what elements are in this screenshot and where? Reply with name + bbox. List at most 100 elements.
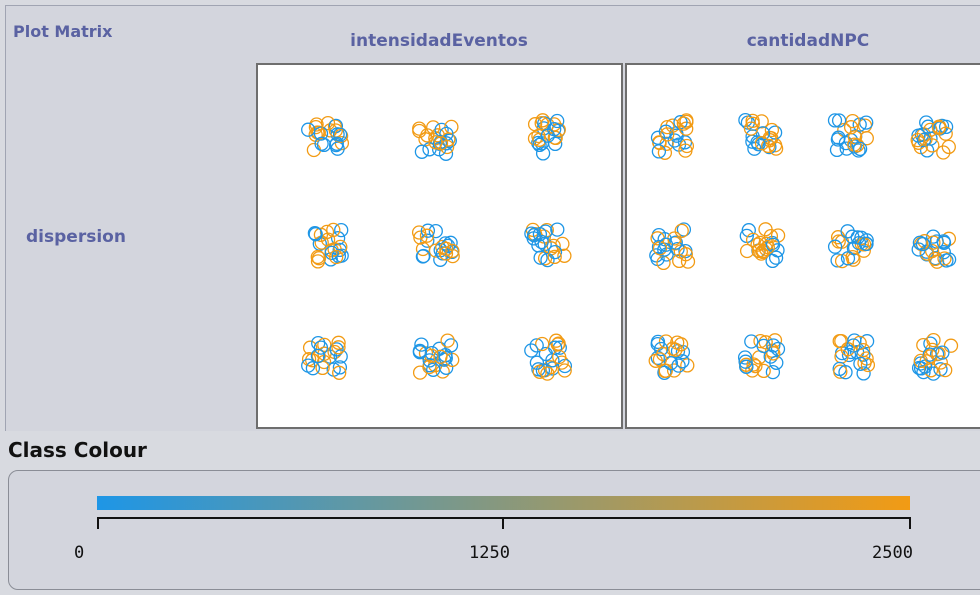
scatter-point: [301, 122, 316, 137]
scatter-point: [412, 365, 428, 380]
scatter-cell-cantidad-npc[interactable]: [625, 63, 980, 429]
scatter-point: [741, 223, 756, 238]
scatter-point: [431, 142, 447, 157]
scatter-point: [829, 142, 845, 158]
scatter-point: [767, 125, 783, 140]
scatter-point: [852, 335, 867, 351]
scatter-point: [770, 341, 786, 357]
scatter-point: [764, 122, 780, 138]
scatter-point: [679, 138, 695, 154]
scatter-point: [331, 335, 346, 350]
legend-tick-mid: [502, 517, 504, 529]
scatter-point: [841, 347, 857, 363]
scatter-point: [557, 248, 572, 263]
scatter-point: [911, 128, 926, 143]
scatter-point: [924, 243, 940, 259]
scatter-point: [439, 241, 454, 257]
scatter-point: [422, 353, 437, 368]
scatter-point: [329, 136, 344, 151]
scatter-point: [855, 342, 871, 358]
scatter-point: [524, 343, 539, 358]
scatter-point: [830, 132, 846, 147]
scatter-point: [320, 115, 336, 131]
scatter-point: [675, 354, 690, 369]
scatter-point: [330, 231, 346, 246]
scatter-point: [933, 355, 948, 370]
scatter-point: [679, 114, 694, 130]
scatter-point: [856, 366, 871, 381]
scatter-point: [758, 335, 773, 350]
scatter-point: [310, 348, 326, 364]
row-label-dispersion: dispersion: [26, 227, 126, 247]
scatter-point: [532, 364, 547, 379]
scatter-point: [415, 241, 431, 257]
scatter-point: [674, 223, 689, 238]
scatter-point: [531, 238, 546, 253]
scatter-point: [762, 130, 777, 146]
scatter-point: [680, 358, 695, 373]
scatter-point: [743, 121, 759, 136]
scatter-point: [938, 119, 954, 135]
class-colour-legend: [8, 470, 980, 590]
scatter-point: [925, 138, 940, 153]
scatter-point: [738, 354, 753, 369]
scatter-point: [760, 239, 775, 255]
scatter-point: [550, 113, 565, 129]
scatter-point: [668, 342, 683, 357]
legend-tick-min: [97, 517, 99, 529]
scatter-point: [657, 365, 672, 380]
scatter-point: [326, 222, 341, 238]
scatter-point: [552, 349, 567, 365]
scatter-point: [433, 136, 449, 151]
scatter-point: [748, 358, 763, 374]
scatter-point: [311, 251, 327, 266]
scatter-point: [928, 251, 943, 267]
scatter-point: [540, 252, 555, 268]
legend-axis-line: [97, 517, 911, 519]
scatter-point: [313, 340, 329, 355]
scatter-point: [915, 236, 931, 252]
scatter-point: [758, 222, 773, 237]
scatter-point: [307, 226, 323, 241]
scatter-point: [856, 243, 871, 258]
scatter-point: [765, 364, 781, 380]
scatter-point: [414, 337, 429, 352]
scatter-point: [840, 224, 855, 239]
scatter-point: [442, 133, 457, 148]
scatter-point: [680, 254, 696, 269]
scatter-point: [860, 357, 876, 373]
scatter-point: [433, 349, 448, 364]
scatter-point: [833, 364, 848, 379]
scatter-point: [435, 246, 450, 261]
scatter-point: [859, 236, 874, 252]
scatter-point: [831, 113, 847, 128]
scatter-point: [739, 243, 755, 259]
scatter-point: [762, 139, 777, 155]
scatter-point: [745, 129, 760, 144]
scatter-point: [746, 357, 761, 372]
scatter-point: [547, 249, 562, 265]
scatter-point: [329, 342, 344, 357]
scatter-point: [852, 141, 868, 157]
scatter-point: [315, 360, 330, 376]
scatter-point: [547, 244, 563, 260]
scatter-point: [936, 145, 951, 160]
scatter-point: [847, 130, 863, 145]
scatter-point: [652, 352, 668, 367]
scatter-point: [935, 345, 950, 360]
scatter-point: [938, 362, 953, 378]
scatter-point: [324, 245, 339, 261]
scatter-point: [529, 338, 544, 353]
column-title-cantidad-npc: cantidadNPC: [746, 31, 870, 51]
scatter-point: [939, 253, 954, 268]
scatter-point: [333, 128, 349, 144]
scatter-point: [937, 251, 952, 266]
scatter-point: [737, 350, 753, 365]
scatter-point: [428, 223, 443, 239]
legend-tick-label-mid: 1250: [469, 543, 510, 563]
plot-matrix-title: Plot Matrix: [13, 22, 113, 41]
scatter-point: [658, 334, 674, 349]
scatter-point: [768, 250, 784, 265]
scatter-cell-intensidad-eventos[interactable]: [256, 63, 623, 429]
scatter-point: [534, 116, 549, 131]
